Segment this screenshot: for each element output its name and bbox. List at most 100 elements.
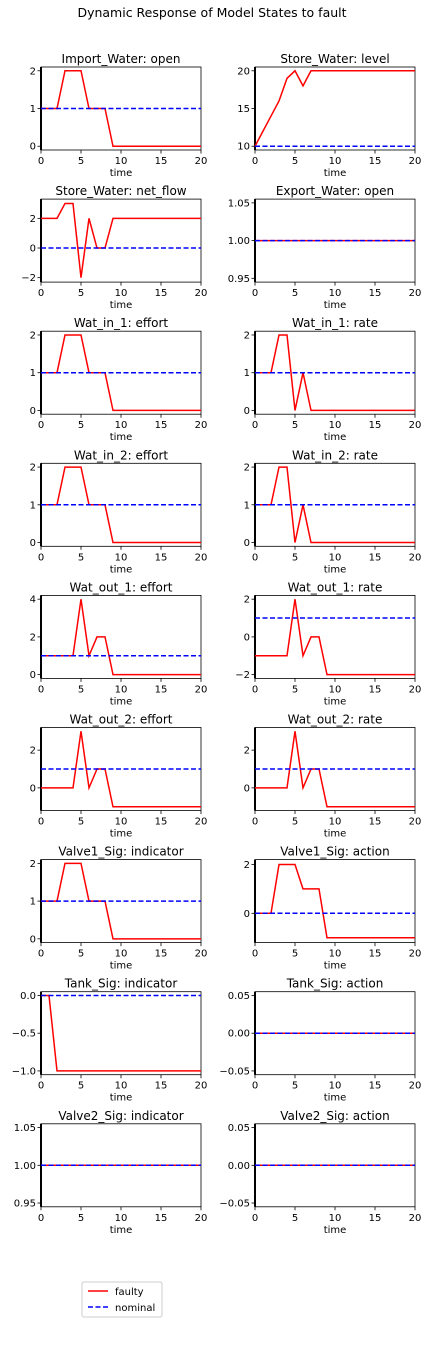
y-tick-label: 1.00 bbox=[228, 236, 250, 247]
x-tick-label: 15 bbox=[369, 552, 382, 563]
y-tick-label: 0 bbox=[244, 909, 250, 920]
x-tick-label: 15 bbox=[369, 949, 382, 960]
subplot-3: Export_Water: open 0 5 10 15 20 0.95 1.00 1.05 ti… bbox=[228, 184, 422, 311]
x-tick-label: 20 bbox=[195, 1213, 208, 1224]
x-tick-label: 0 bbox=[38, 684, 44, 695]
subplot-title: Wat_in_1: effort bbox=[74, 316, 169, 330]
axes-frame bbox=[254, 66, 416, 151]
x-tick-label: 10 bbox=[329, 684, 342, 695]
subplot-0: Import_Water: open 0 5 10 15 20 0 1 2 time bbox=[30, 52, 208, 179]
y-tick-label: 0 bbox=[244, 538, 250, 549]
x-tick-label: 20 bbox=[195, 817, 208, 828]
x-tick-label: 0 bbox=[38, 949, 44, 960]
subplot-4: Wat_in_1: effort 0 5 10 15 20 0 1 2 time bbox=[30, 316, 208, 443]
subplot-title: Store_Water: level bbox=[280, 52, 389, 66]
subplot-1: Store_Water: level 0 5 10 15 20 10 15 20 time bbox=[237, 52, 421, 179]
y-tick-label: 0.0 bbox=[20, 991, 36, 1002]
x-tick-label: 5 bbox=[78, 949, 84, 960]
subplot-title: Tank_Sig: action bbox=[286, 977, 384, 991]
x-tick-label: 20 bbox=[409, 1081, 422, 1092]
y-tick-label: 0.00 bbox=[228, 1029, 250, 1040]
y-tick-label: −2 bbox=[235, 670, 250, 681]
x-tick-label: 5 bbox=[78, 1213, 84, 1224]
x-axis-label: time bbox=[110, 829, 133, 840]
y-tick-label: 4 bbox=[30, 595, 36, 606]
x-axis-label: time bbox=[110, 1225, 133, 1236]
y-tick-label: 2 bbox=[30, 214, 36, 225]
x-tick-label: 0 bbox=[252, 1213, 258, 1224]
y-tick-label: 0 bbox=[244, 783, 250, 794]
y-tick-label: −0.05 bbox=[219, 1199, 250, 1210]
faulty-series-line bbox=[255, 334, 415, 412]
y-tick-label: −0.5 bbox=[12, 1029, 36, 1040]
subplot-title: Wat_out_2: rate bbox=[288, 713, 383, 727]
x-tick-label: 5 bbox=[78, 684, 84, 695]
faulty-series-line bbox=[41, 599, 201, 676]
subplot-5: Wat_in_1: rate 0 5 10 15 20 0 1 2 time bbox=[244, 316, 422, 443]
x-tick-label: 10 bbox=[329, 817, 342, 828]
subplot-title: Import_Water: open bbox=[62, 52, 181, 66]
subplot-title: Wat_in_1: rate bbox=[292, 316, 378, 330]
y-tick-label: 0 bbox=[30, 934, 36, 945]
x-tick-label: 5 bbox=[78, 420, 84, 431]
x-axis-label: time bbox=[324, 829, 347, 840]
subplot-10: Wat_out_2: effort 0 5 10 15 20 0 2 time bbox=[30, 713, 208, 840]
y-tick-label: 0 bbox=[30, 406, 36, 417]
y-tick-label: 0.95 bbox=[228, 274, 250, 285]
faulty-series-line bbox=[254, 69, 415, 147]
y-tick-label: 15 bbox=[237, 104, 250, 115]
x-tick-label: 20 bbox=[409, 949, 422, 960]
x-tick-label: 10 bbox=[329, 1081, 342, 1092]
y-tick-label: 1 bbox=[244, 500, 250, 511]
x-tick-label: 5 bbox=[292, 156, 298, 167]
y-tick-label: 0 bbox=[30, 670, 36, 681]
subplot-13: Valve1_Sig: action 0 5 10 15 20 0 2 time bbox=[244, 845, 422, 972]
x-tick-label: 20 bbox=[195, 1081, 208, 1092]
x-tick-label: 15 bbox=[155, 817, 168, 828]
x-tick-label: 20 bbox=[409, 420, 422, 431]
faulty-series-line bbox=[255, 731, 415, 808]
x-axis-label: time bbox=[110, 1093, 133, 1104]
x-tick-label: 5 bbox=[292, 552, 298, 563]
x-tick-label: 20 bbox=[195, 684, 208, 695]
faulty-series-line bbox=[41, 731, 201, 808]
x-axis-label: time bbox=[110, 432, 133, 443]
subplot-title: Wat_out_1: rate bbox=[288, 580, 383, 594]
axes-frame bbox=[254, 595, 416, 679]
y-tick-label: 1.05 bbox=[228, 198, 250, 209]
y-tick-label: 0 bbox=[30, 142, 36, 153]
x-tick-label: 0 bbox=[38, 552, 44, 563]
x-axis-label: time bbox=[110, 300, 133, 311]
faulty-series-line bbox=[41, 466, 201, 544]
y-tick-label: 1 bbox=[244, 368, 250, 379]
x-tick-label: 20 bbox=[195, 949, 208, 960]
x-tick-label: 15 bbox=[369, 1213, 382, 1224]
x-tick-label: 10 bbox=[329, 288, 342, 299]
x-tick-label: 15 bbox=[155, 1081, 168, 1092]
figure-title: Dynamic Response of Model States to faul… bbox=[77, 5, 346, 20]
x-tick-label: 5 bbox=[292, 949, 298, 960]
x-tick-label: 15 bbox=[369, 156, 382, 167]
x-axis-label: time bbox=[324, 696, 347, 707]
x-tick-label: 15 bbox=[155, 684, 168, 695]
faulty-series-line bbox=[41, 70, 201, 147]
x-tick-label: 15 bbox=[155, 420, 168, 431]
x-tick-label: 15 bbox=[155, 288, 168, 299]
y-tick-label: 0 bbox=[244, 632, 250, 643]
y-tick-label: 2 bbox=[30, 330, 36, 341]
x-tick-label: 20 bbox=[195, 420, 208, 431]
subplot-7: Wat_in_2: rate 0 5 10 15 20 0 1 2 time bbox=[244, 448, 422, 575]
subplot-6: Wat_in_2: effort 0 5 10 15 20 0 1 2 time bbox=[30, 448, 208, 575]
faulty-series-line bbox=[41, 202, 201, 278]
x-tick-label: 20 bbox=[409, 552, 422, 563]
x-tick-label: 0 bbox=[252, 684, 258, 695]
x-tick-label: 5 bbox=[78, 156, 84, 167]
x-tick-label: 10 bbox=[115, 949, 128, 960]
x-tick-label: 0 bbox=[252, 949, 258, 960]
subplot-title: Valve2_Sig: action bbox=[280, 1109, 389, 1123]
x-tick-label: 5 bbox=[292, 288, 298, 299]
y-tick-label: 1 bbox=[30, 897, 36, 908]
